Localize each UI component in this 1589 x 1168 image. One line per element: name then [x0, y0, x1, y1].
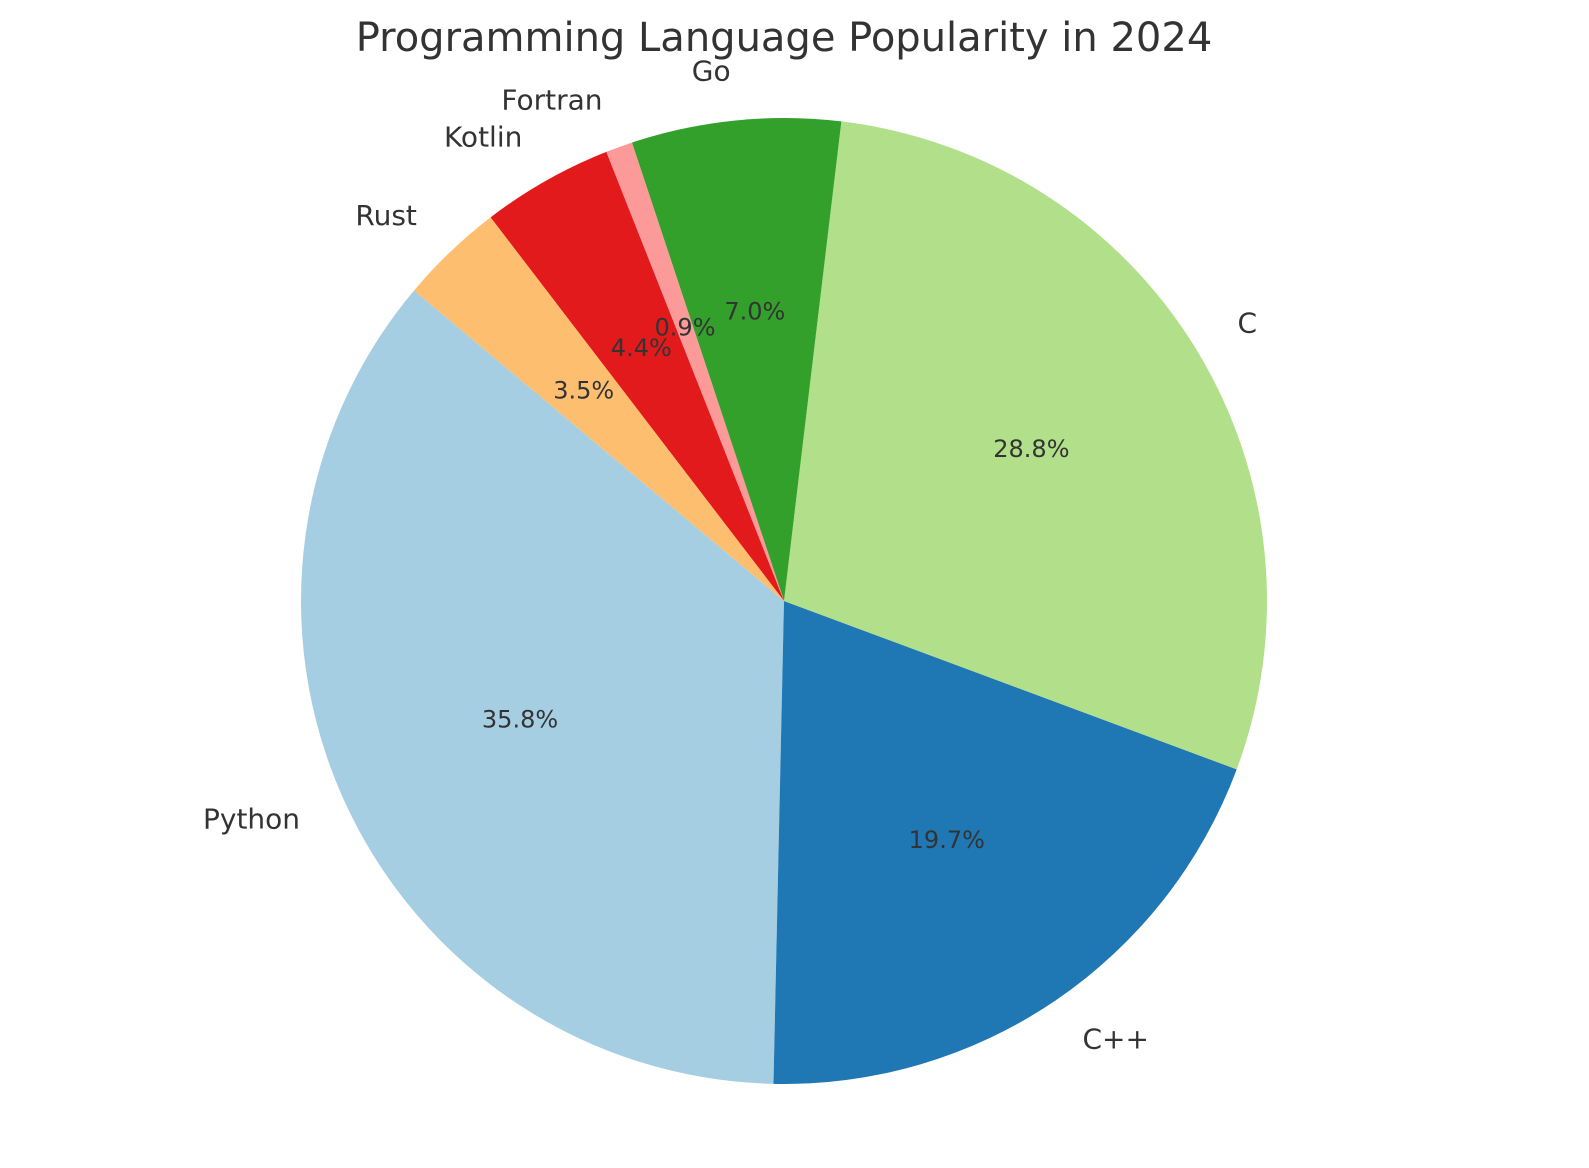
pie-slice [414, 217, 784, 602]
pie-slice [490, 151, 784, 601]
pie-slice [773, 601, 1237, 1084]
slice-label: Rust [355, 199, 417, 232]
slice-label: C++ [1082, 1023, 1148, 1056]
slice-label: Python [203, 802, 300, 835]
pie-slice [784, 121, 1267, 770]
slice-label: C [1238, 306, 1258, 339]
percent-label: 28.8% [993, 435, 1069, 463]
percent-label: 7.0% [724, 298, 785, 326]
percent-label: 19.7% [909, 826, 985, 854]
slice-label: Kotlin [444, 121, 522, 154]
percent-label: 4.4% [611, 334, 672, 362]
slice-label: Go [692, 54, 731, 87]
percent-label: 0.9% [655, 314, 716, 342]
slice-label: Fortran [501, 84, 602, 117]
pie-slice [631, 118, 842, 601]
pie-slice [301, 290, 784, 1084]
pie-slice [606, 142, 784, 601]
percent-label: 35.8% [482, 706, 558, 734]
chart-title: Programming Language Popularity in 2024 [356, 15, 1213, 61]
percent-label: 3.5% [553, 377, 614, 405]
